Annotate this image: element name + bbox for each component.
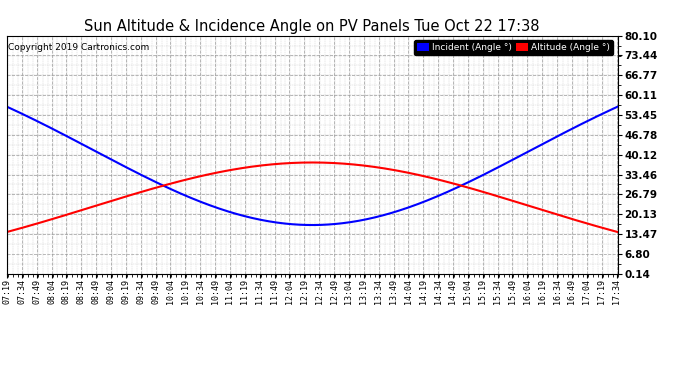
Title: Sun Altitude & Incidence Angle on PV Panels Tue Oct 22 17:38: Sun Altitude & Incidence Angle on PV Pan…: [84, 20, 540, 34]
Legend: Incident (Angle °), Altitude (Angle °): Incident (Angle °), Altitude (Angle °): [414, 40, 613, 56]
Text: Copyright 2019 Cartronics.com: Copyright 2019 Cartronics.com: [8, 43, 149, 52]
